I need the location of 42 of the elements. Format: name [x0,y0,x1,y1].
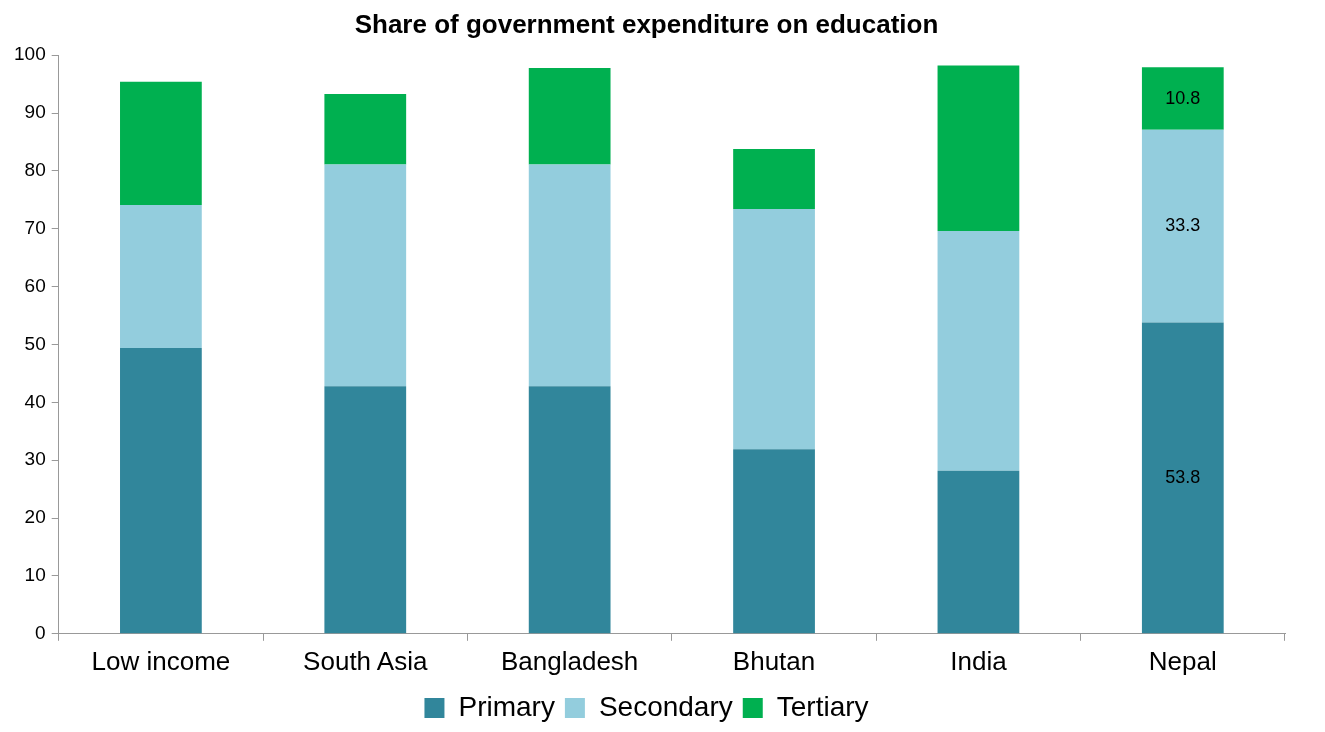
legend-label: Primary [458,690,555,722]
bar [937,470,1020,634]
y-tick-label: 20 [24,506,46,528]
legend-label: Tertiary [776,690,869,722]
x-tick-label: India [950,645,1008,676]
bar [937,231,1020,471]
bar [324,93,407,165]
bar [528,164,611,387]
y-tick-label: 10 [24,564,46,586]
y-tick-label: 0 [35,622,46,644]
chart-title: Share of government expenditure on education [354,8,939,39]
data-label: 33.3 [1165,215,1201,236]
y-tick-label: 60 [24,274,46,296]
bar [528,386,611,634]
x-tick-label: Bhutan [732,645,816,676]
y-tick-label: 30 [24,448,46,470]
y-tick-label: 80 [24,159,46,181]
y-tick-label: 100 [14,43,46,65]
bar [120,81,202,206]
bar [733,449,815,634]
y-tick-label: 90 [24,101,46,123]
x-tick-label: South Asia [303,645,428,676]
bar [937,65,1020,232]
bar [1141,129,1224,323]
bar [120,205,202,348]
bar [120,347,202,634]
y-tick-label: 40 [24,390,46,412]
bar [528,67,611,165]
x-tick-label: Bangladesh [500,645,639,676]
bar [324,386,407,634]
bar [1141,322,1224,634]
legend-label: Secondary [598,690,733,722]
bar [733,148,815,210]
y-tick-label: 70 [24,217,46,239]
data-label: 10.8 [1165,87,1201,108]
bar [324,164,407,387]
y-tick-label: 50 [24,332,46,354]
data-label: 53.8 [1165,466,1201,487]
bar [1141,67,1224,130]
bar [733,209,815,450]
x-tick-label: Low income [91,645,231,676]
x-tick-label: Nepal [1148,645,1217,676]
